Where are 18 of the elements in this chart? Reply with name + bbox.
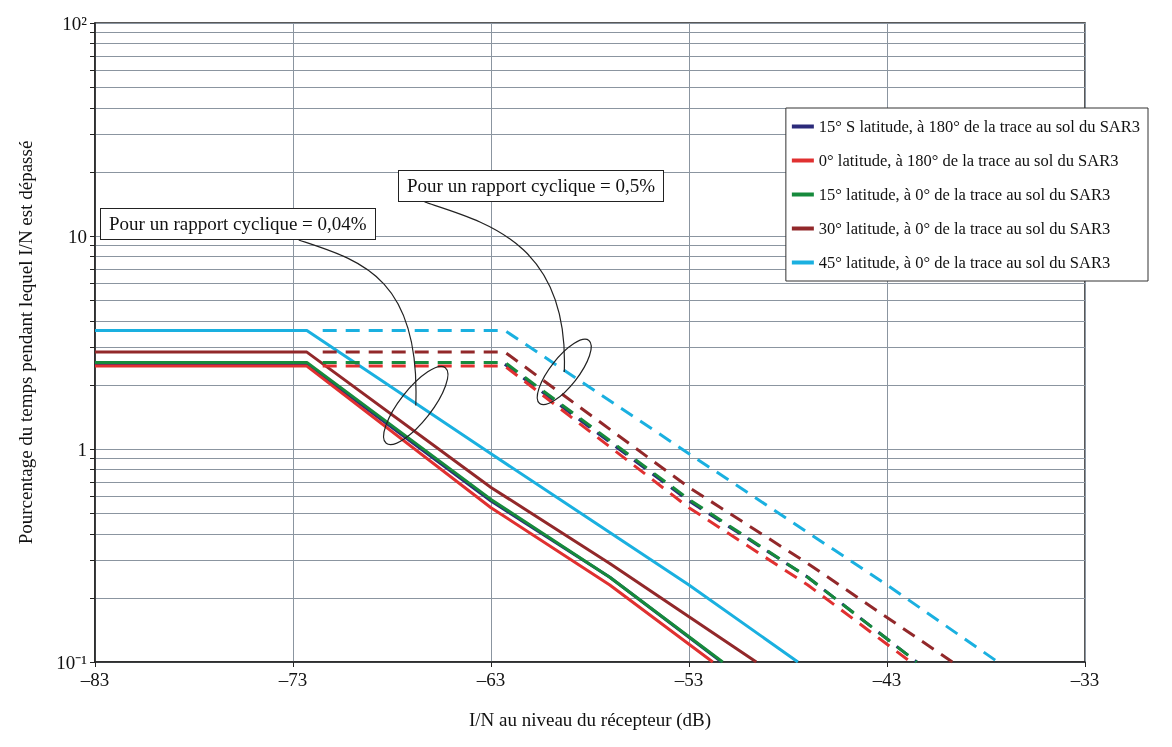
x-tick-label: –43: [871, 669, 902, 690]
annotation: Pour un rapport cyclique = 0,5%: [398, 170, 665, 202]
y-tick-label: 10: [68, 225, 87, 247]
x-tick-label: –73: [277, 669, 308, 690]
legend-label: 15° latitude, à 0° de la trace au sol du SAR3: [818, 185, 1111, 204]
legend-label: 0° latitude, à 180° de la trace au sol du SAR3: [818, 151, 1119, 170]
x-tick-label: –33: [1069, 669, 1100, 690]
x-axis-title: I/N au niveau du récepteur (dB): [468, 709, 712, 731]
y-tick-label: 1: [77, 438, 87, 460]
y-tick-label: 10²: [62, 12, 88, 34]
legend-label: 45° latitude, à 0° de la trace au sol du SAR3: [818, 253, 1111, 272]
y-axis-title: Pourcentage du temps pendant lequel I/N est dépassé: [15, 140, 36, 545]
x-tick-label: –63: [475, 669, 506, 690]
x-tick-label: –53: [673, 669, 704, 690]
annotation: Pour un rapport cyclique = 0,04%: [100, 208, 376, 240]
legend-label: 30° latitude, à 0° de la trace au sol du SAR3: [818, 219, 1111, 238]
legend-label: 15° S latitude, à 180° de la trace au sol du SAR3: [818, 117, 1140, 136]
line-series: [503, 362, 919, 664]
